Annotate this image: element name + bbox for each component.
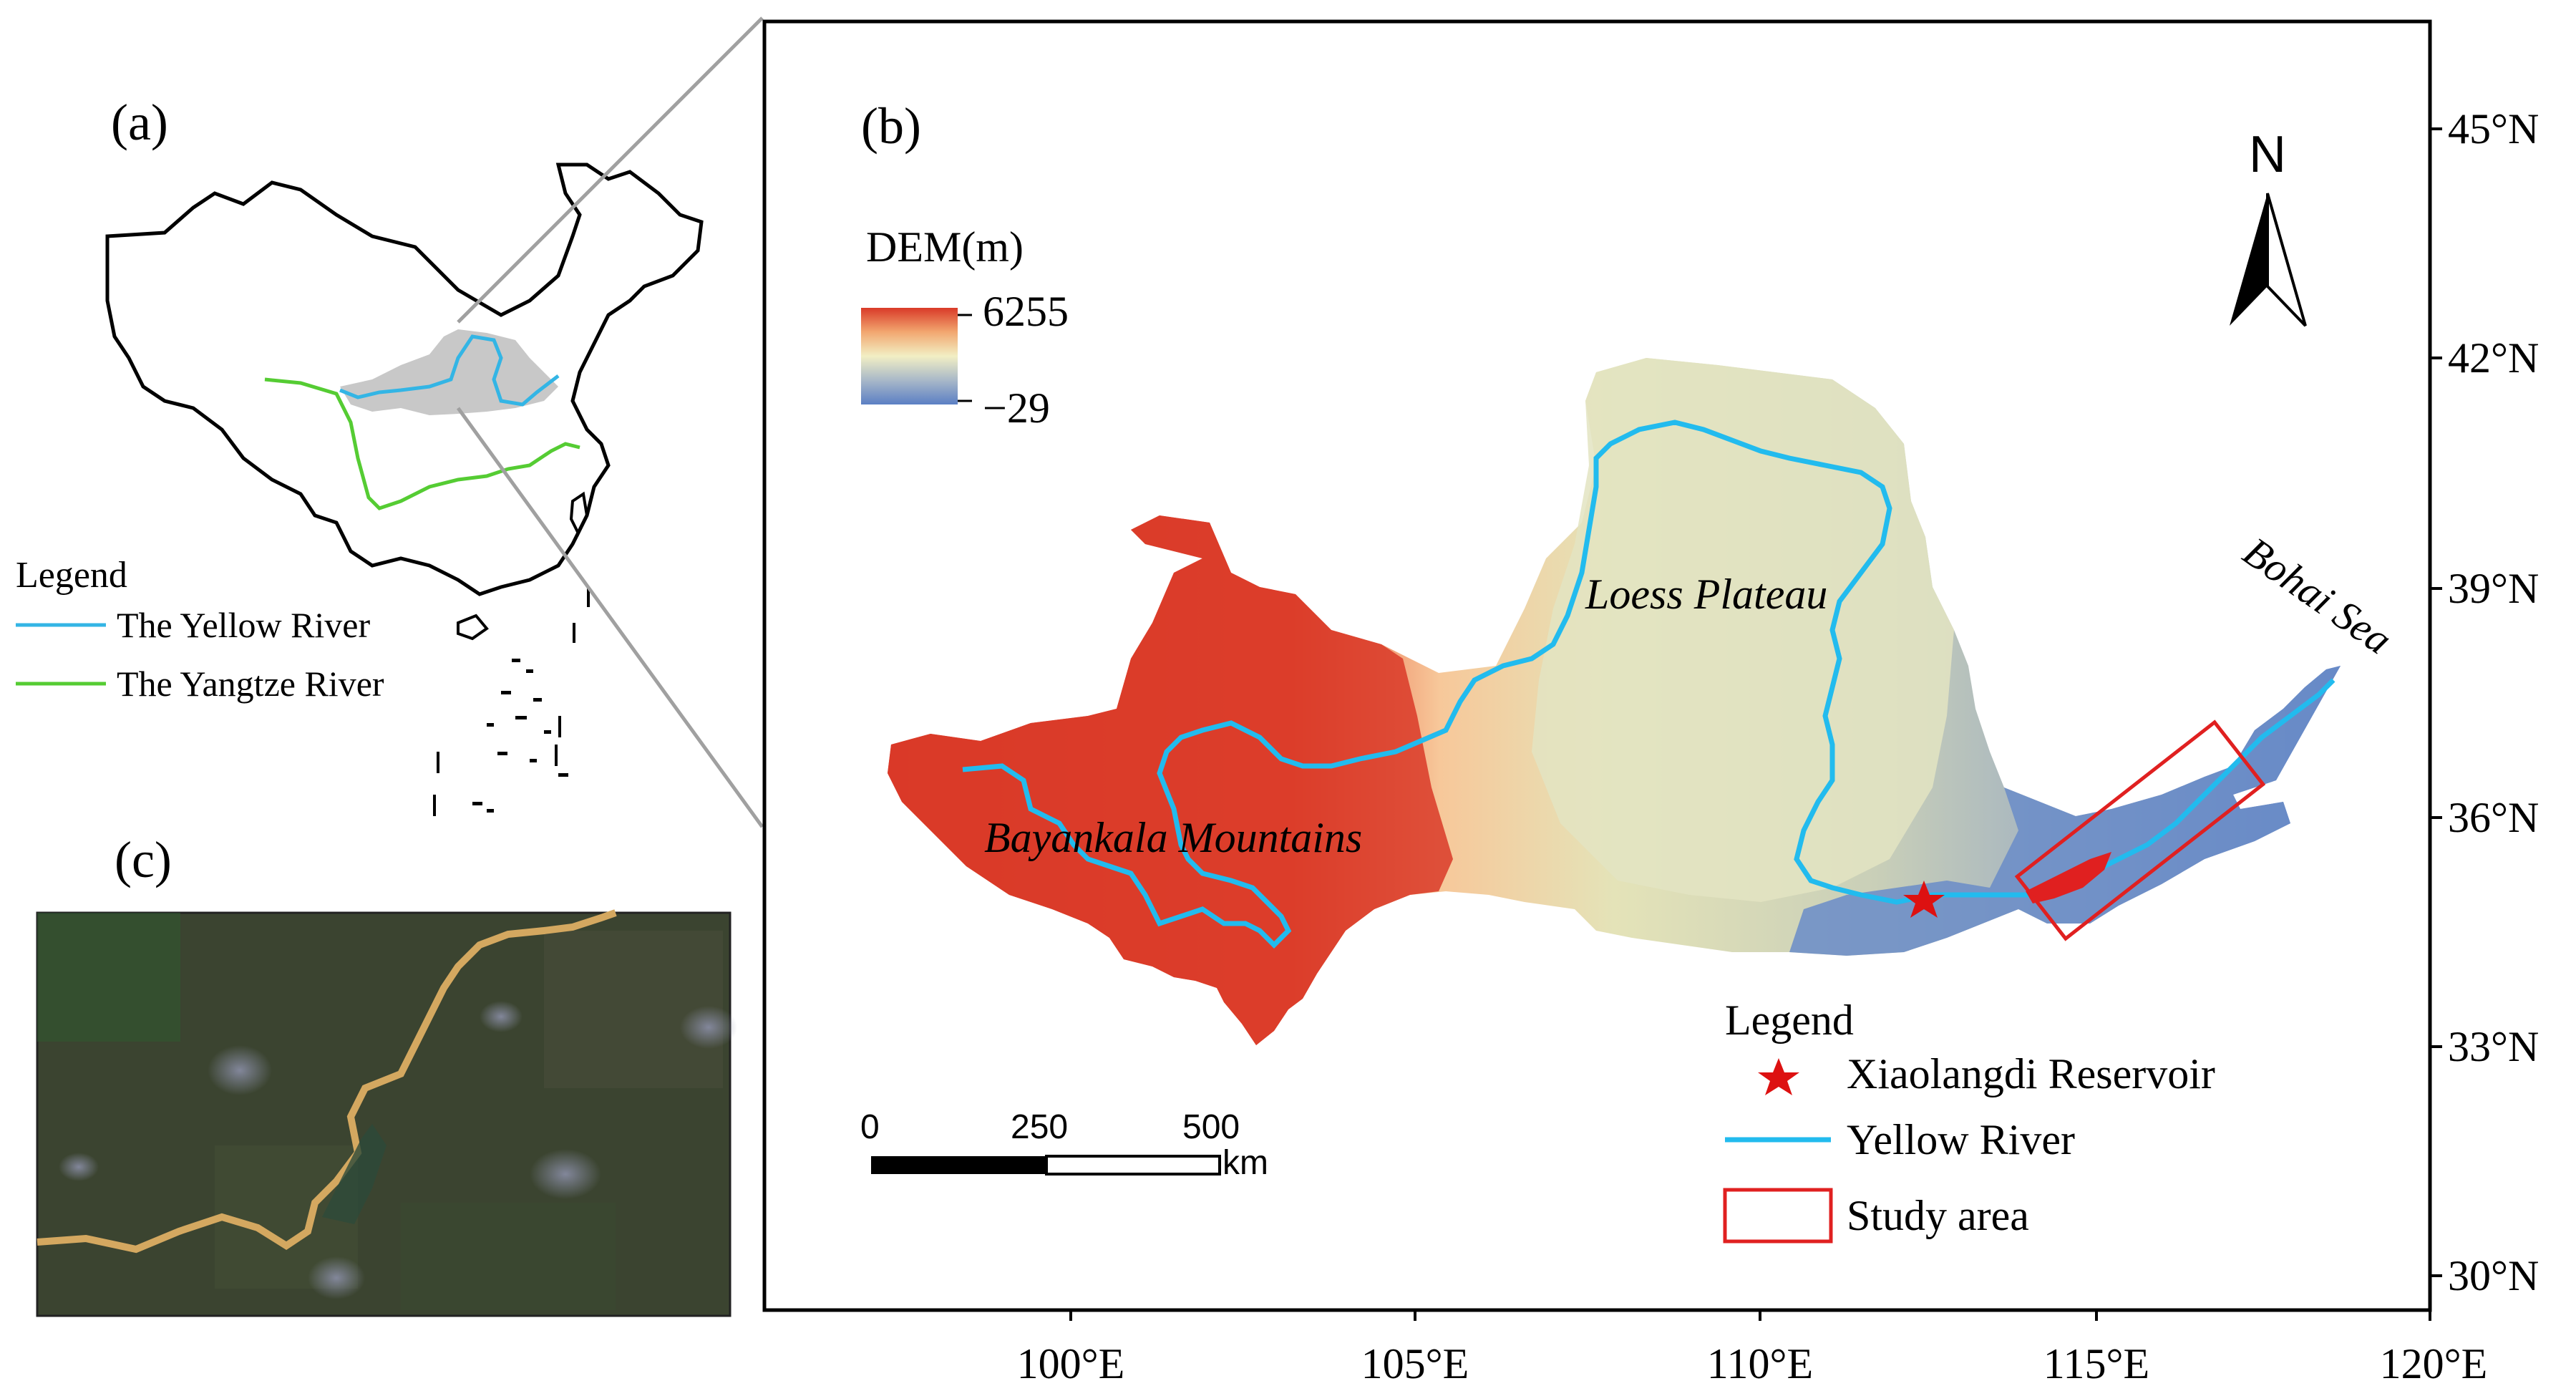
town-2 (680, 1006, 737, 1049)
town-1 (208, 1045, 272, 1095)
panel-c-label: (c) (115, 831, 172, 888)
lon-tick-110: 110°E (1707, 1340, 1813, 1387)
lon-tick-120: 120°E (2380, 1340, 2488, 1387)
scale-tick-500: 500 (1182, 1108, 1240, 1146)
yellow-river-main (962, 420, 2336, 949)
legend-xiaolangdi-label: Xiaolangdi Reservoir (1847, 1050, 2215, 1097)
panel-b-legend-title: Legend (1725, 997, 1854, 1044)
satellite-floodplain (322, 1124, 387, 1224)
panel-c: (c) (36, 831, 737, 1317)
town-6 (59, 1153, 99, 1181)
north-label: N (2249, 126, 2286, 183)
lat-tick-45: 45°N (2448, 105, 2539, 152)
satellite-texture (37, 913, 723, 1310)
zoom-connector-bottom (456, 407, 764, 828)
study-area-water (2026, 852, 2111, 903)
lon-tick-100: 100°E (1017, 1340, 1125, 1387)
lat-tick-33: 33°N (2448, 1023, 2539, 1070)
dem-max-label: 6255 (983, 288, 1069, 335)
town-4 (308, 1256, 365, 1299)
longitude-axis (1069, 1310, 2431, 1321)
yellow-river-basin (340, 329, 558, 415)
xiaolangdi-star-icon (1903, 881, 1945, 918)
yellow-river-line (339, 334, 560, 407)
dem-min-label: −29 (983, 384, 1050, 432)
bayankala-mountains-label: Bayankala Mountains (984, 814, 1362, 861)
satellite-river (37, 909, 617, 1254)
lat-tick-42: 42°N (2448, 334, 2539, 382)
loess-plateau-region (1532, 358, 1954, 902)
latitude-axis (2430, 127, 2442, 1277)
dem-legend-title: DEM(m) (866, 223, 1024, 271)
legend-star-icon (1758, 1058, 1799, 1095)
panel-b: (b) DEM(m) 6255 −29 N Loess Plateau Baya (762, 19, 2539, 1387)
zoom-connector-top (457, 16, 764, 324)
panel-a-legend-title: Legend (16, 555, 127, 596)
taiwan-island (569, 491, 589, 537)
yangtze-river-line (264, 377, 580, 510)
town-3 (530, 1149, 601, 1199)
scale-tick-0: 0 (860, 1108, 880, 1146)
lon-tick-105: 105°E (1361, 1340, 1469, 1387)
legend-study-area-swatch (1723, 1188, 1833, 1244)
dem-high-region (888, 515, 1453, 1045)
loess-plateau-label: Loess Plateau (1585, 571, 1827, 618)
legend-yellow-river-label-b: Yellow River (1847, 1116, 2075, 1163)
scale-tick-250: 250 (1011, 1108, 1068, 1146)
panel-a: (a) Legend The Yellow River The Yangtze … (16, 16, 764, 828)
scale-unit: km (1223, 1144, 1268, 1182)
legend-study-area-label: Study area (1847, 1192, 2029, 1239)
lon-tick-115: 115°E (2043, 1340, 2149, 1387)
dem-color-ramp (861, 308, 958, 404)
legend-yellow-river-label: The Yellow River (117, 605, 371, 645)
town-5 (480, 1001, 523, 1032)
lat-tick-30: 30°N (2448, 1252, 2539, 1299)
legend-yangtze-river-label: The Yangtze River (117, 664, 384, 704)
north-arrow-icon (2230, 193, 2307, 327)
panel-b-label: (b) (861, 97, 921, 155)
panel-a-label: (a) (111, 94, 168, 151)
lat-tick-36: 36°N (2448, 794, 2539, 841)
hainan-island (457, 614, 489, 641)
south-china-sea-islands (433, 587, 590, 816)
study-area-box (2014, 719, 2266, 941)
scale-bar-dark (871, 1156, 1046, 1174)
lat-tick-39: 39°N (2448, 565, 2539, 612)
scale-bar-light (1045, 1155, 1221, 1176)
